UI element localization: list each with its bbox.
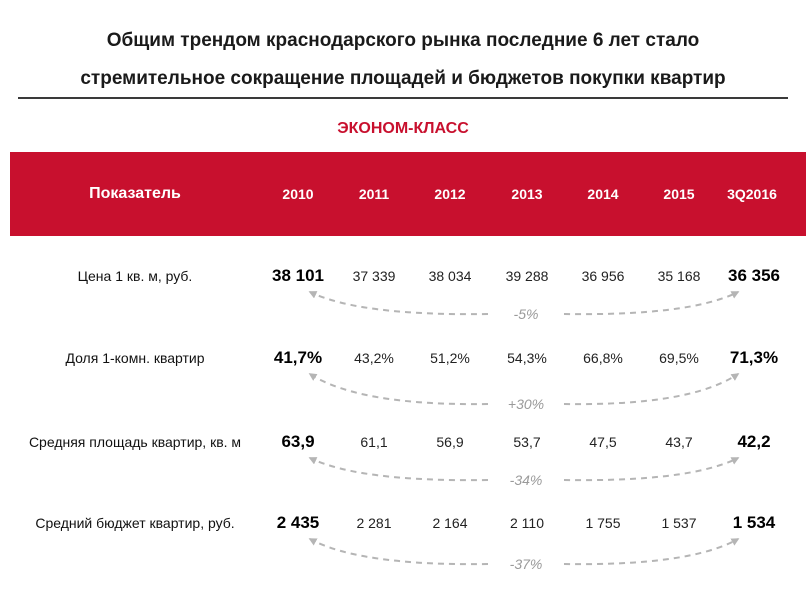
row-label-avg-budget: Средний бюджет квартир, руб. [35,515,235,531]
cell-one-room-share-2011: 43,2% [354,350,394,366]
header-year-2015: 2015 [663,186,695,202]
arrow-right-avg-area [563,457,740,482]
cell-avg-area-2013: 53,7 [513,434,541,450]
change-one-room-share: +30% [507,396,545,412]
arrow-right-avg-budget [563,538,740,566]
cell-avg-budget-3q2016: 1 534 [732,513,776,532]
cell-price-per-sqm-2012: 38 034 [428,268,472,284]
page-title: Общим трендом краснодарского рынка после… [0,22,806,98]
change-avg-budget: -37% [509,556,543,572]
cell-price-per-sqm-3q2016: 36 356 [728,266,780,285]
cell-avg-area-2010: 63,9 [281,432,315,451]
change-avg-area: -34% [509,472,543,488]
cell-avg-budget-2014: 1 755 [585,515,621,531]
cell-avg-budget-2015: 1 537 [661,515,697,531]
arrow-left-one-room-share [308,373,489,406]
cell-price-per-sqm-2013: 39 288 [505,268,549,284]
change-price-per-sqm: -5% [513,306,539,322]
arrow-left-avg-budget [308,538,489,566]
cell-one-room-share-2012: 51,2% [430,350,470,366]
arrow-right-one-room-share [563,373,740,406]
cell-price-per-sqm-2014: 36 956 [581,268,625,284]
cell-one-room-share-2015: 69,5% [659,350,699,366]
cell-avg-budget-2010: 2 435 [276,513,320,532]
row-label-price-per-sqm: Цена 1 кв. м, руб. [77,268,193,284]
cell-avg-area-2015: 43,7 [665,434,693,450]
arrow-left-price-per-sqm [308,291,489,316]
cell-price-per-sqm-2010: 38 101 [272,266,324,285]
arrow-left-avg-area [308,457,489,482]
title-line-1: Общим трендом краснодарского рынка после… [106,30,700,51]
header-year-2011: 2011 [358,186,390,202]
cell-avg-area-2011: 61,1 [360,434,388,450]
header-year-2010: 2010 [282,186,314,202]
title-divider [18,97,788,99]
cell-one-room-share-2013: 54,3% [507,350,547,366]
cell-avg-area-2014: 47,5 [589,434,617,450]
row-label-avg-area: Средняя площадь квартир, кв. м [28,434,242,450]
cell-avg-budget-2013: 2 110 [510,515,544,531]
cell-price-per-sqm-2011: 37 339 [352,268,396,284]
table-header [10,152,806,236]
header-year-2013: 2013 [511,186,543,202]
cell-one-room-share-2010: 41,7% [273,348,323,367]
header-label: Показатель [89,185,181,202]
title-line-2: стремительное сокращение площадей и бюдж… [80,68,726,89]
arrow-right-price-per-sqm [563,291,740,316]
header-year-2012: 2012 [434,186,466,202]
section-title: ЭКОНОМ-КЛАСС [337,120,469,137]
header-year-2014: 2014 [587,186,619,202]
header-year-3q2016: 3Q2016 [727,186,777,202]
row-label-one-room-share: Доля 1-комн. квартир [65,350,205,366]
cell-one-room-share-2014: 66,8% [583,350,623,366]
cell-avg-area-3q2016: 42,2 [737,432,771,451]
cell-avg-budget-2012: 2 164 [432,515,468,531]
cell-avg-budget-2011: 2 281 [356,515,392,531]
cell-one-room-share-3q2016: 71,3% [729,348,779,367]
cell-price-per-sqm-2015: 35 168 [657,268,701,284]
cell-avg-area-2012: 56,9 [436,434,464,450]
